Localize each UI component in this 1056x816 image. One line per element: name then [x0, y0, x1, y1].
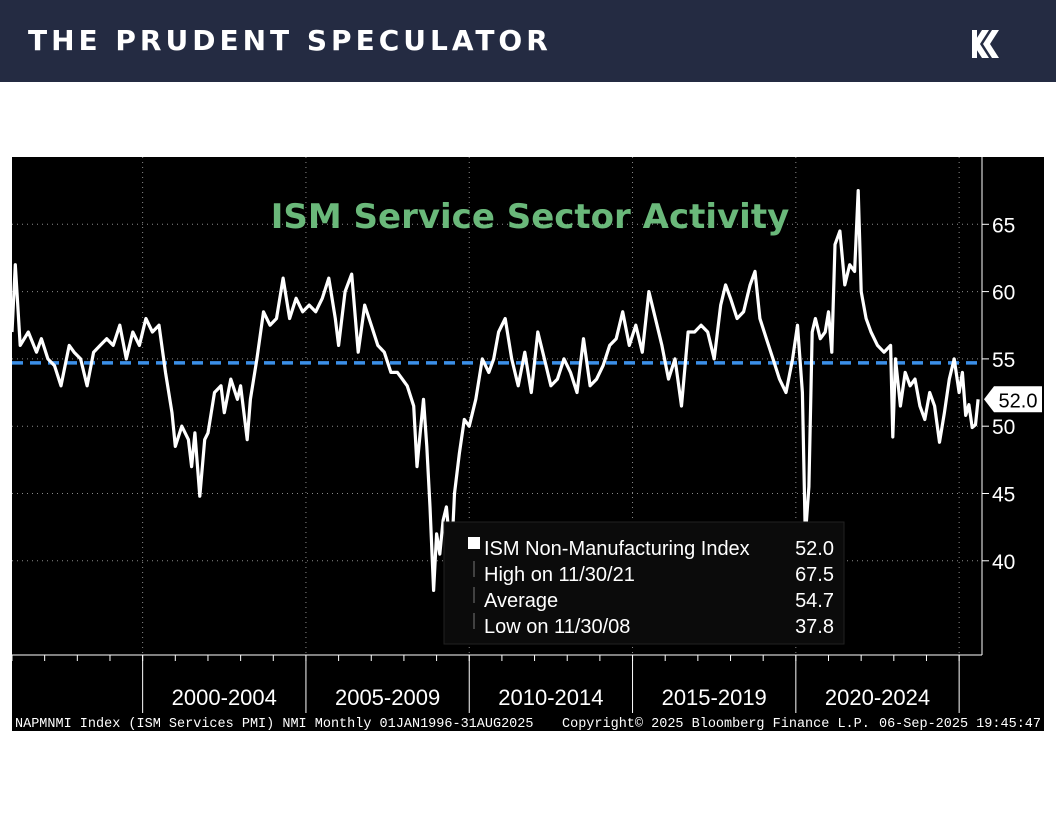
x-period-label: 2000-2004	[172, 685, 277, 710]
legend-box: ISM Non-Manufacturing Index 52.0 High on 1…	[443, 521, 845, 645]
ism-series-line	[12, 189, 980, 592]
ism-line-chart: 40 45 50 55 60 65 2000-2004 2005-2009 2010-2014 2…	[12, 157, 1042, 731]
legend-value: 54.7	[795, 590, 834, 612]
x-period-label: 2010-2014	[498, 685, 603, 710]
footer-copyright: Copyright© 2025 Bloomberg Finance L.P.	[562, 717, 870, 731]
legend-swatch-series	[468, 537, 480, 549]
current-value-tag	[984, 386, 1042, 413]
footer-timestamp: 06-Sep-2025 19:45:47	[879, 717, 1041, 731]
legend-label: ISM Non-Manufacturing Index	[484, 538, 750, 560]
chart-footer: NAPMNMI Index (ISM Services PMI) NMI Mon…	[15, 717, 1041, 731]
axis-layer: 40 45 50 55 60 65 2000-2004 2005-2009 2010-2014 2…	[12, 157, 1042, 713]
chart-title: ISM Service Sector Activity	[271, 197, 790, 237]
y-tick-label: 60	[992, 282, 1015, 305]
legend-value: 67.5	[795, 564, 834, 586]
legend-label: Average	[484, 590, 558, 612]
legend-label: Low on 11/30/08	[484, 616, 630, 638]
series-layer	[12, 189, 982, 592]
x-period-label: 2005-2009	[335, 685, 440, 710]
y-tick-label: 50	[992, 416, 1015, 439]
current-value-label: 52.0	[999, 390, 1038, 412]
y-tick-label: 40	[992, 551, 1015, 574]
legend-value: 37.8	[795, 616, 834, 638]
y-tick-label: 45	[992, 483, 1015, 506]
footer-ticker: NAPMNMI Index (ISM Services PMI) NMI Mon…	[15, 717, 533, 731]
x-period-label: 2020-2024	[825, 685, 930, 710]
legend-value: 52.0	[795, 538, 834, 560]
k-arrows-logo-icon	[972, 30, 999, 58]
chart-panel: 40 45 50 55 60 65 2000-2004 2005-2009 2010-2014 2…	[12, 157, 1044, 731]
y-tick-label: 55	[992, 349, 1015, 372]
header-banner: THE PRUDENT SPECULATOR	[0, 0, 1056, 82]
brand-title: THE PRUDENT SPECULATOR	[28, 24, 552, 57]
x-period-label: 2015-2019	[662, 685, 767, 710]
legend-label: High on 11/30/21	[484, 564, 635, 586]
y-tick-label: 65	[992, 214, 1015, 237]
legend-background	[443, 521, 845, 645]
